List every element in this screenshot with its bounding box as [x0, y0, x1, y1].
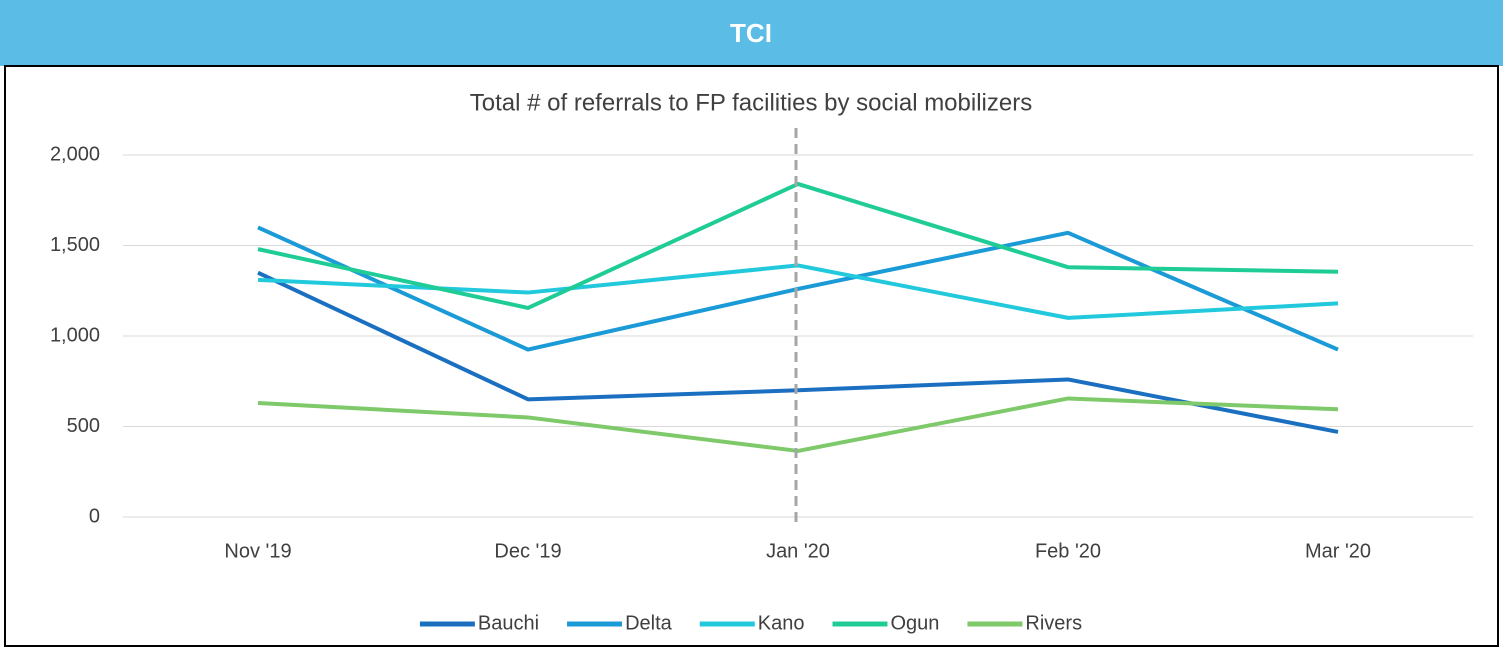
- series-line: [257, 225, 1339, 352]
- x-tick-label: Jan '20: [766, 540, 830, 562]
- header-title: TCI: [730, 18, 772, 48]
- x-tick-label: Nov '19: [224, 540, 291, 562]
- y-tick-label: 0: [89, 505, 100, 527]
- header-bar: [0, 0, 1503, 66]
- series-line: [257, 181, 1339, 310]
- legend-label: Ogun: [890, 612, 939, 634]
- legend-label: Bauchi: [478, 612, 539, 634]
- plot: 0 500 1,000 1,500 2,000 Nov '19 Dec '19 Jan '20…: [50, 143, 1473, 634]
- series-line: [257, 270, 1339, 434]
- chart-title: Total # of referrals to FP facilities by…: [470, 89, 1032, 116]
- y-tick-label: 2,000: [50, 143, 100, 165]
- series-line: [257, 396, 1339, 453]
- series-line: [257, 263, 1339, 320]
- legend-label: Kano: [758, 612, 805, 634]
- y-tick-label: 500: [67, 415, 100, 437]
- legend-label: Rivers: [1025, 612, 1082, 634]
- y-tick-label: 1,000: [50, 324, 100, 346]
- y-tick-label: 1,500: [50, 234, 100, 256]
- x-tick-label: Feb '20: [1035, 540, 1101, 562]
- legend-label: Delta: [625, 612, 673, 634]
- legend: Bauchi Delta Kano Ogun Rivers: [419, 612, 1082, 634]
- x-tick-label: Mar '20: [1305, 540, 1371, 562]
- x-tick-label: Dec '19: [494, 540, 561, 562]
- panel-border: [4, 65, 1499, 647]
